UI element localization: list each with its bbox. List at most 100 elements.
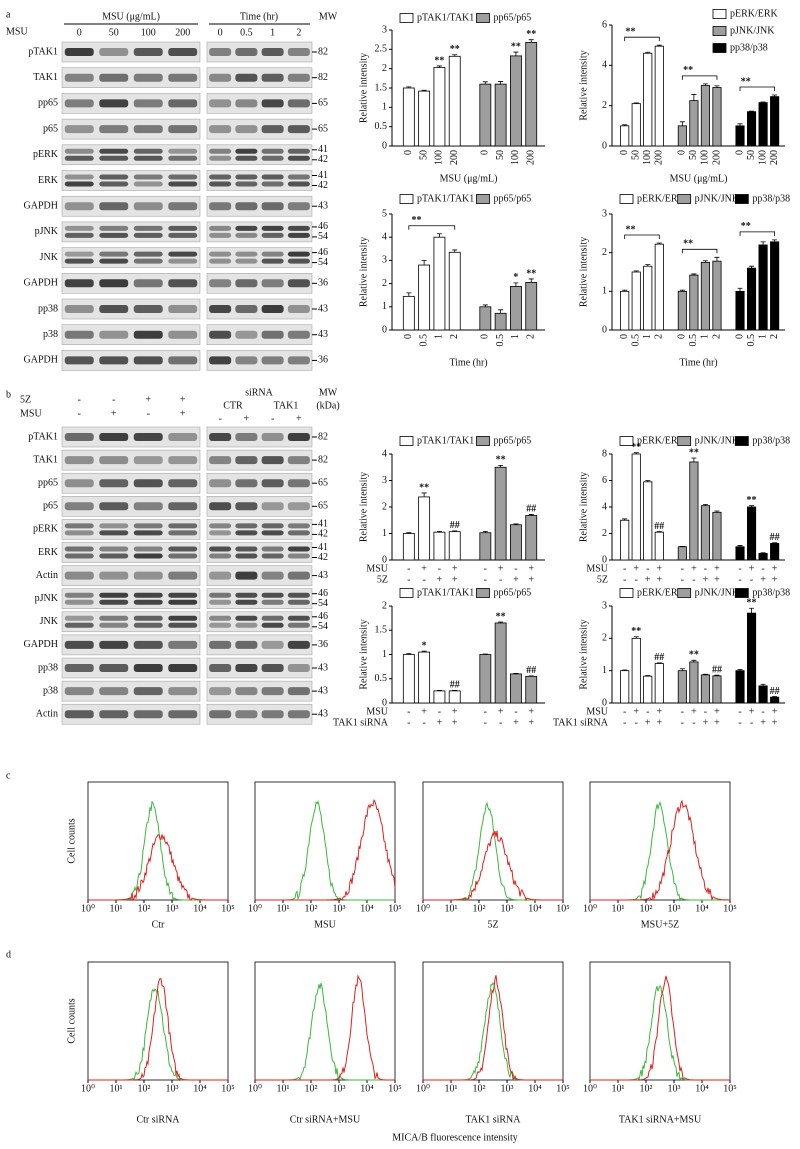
blot-row-label: GAPDH [24,639,58,650]
y-tick-label: 3 [382,475,387,486]
blot-band [209,553,232,559]
blot-band [168,433,198,441]
legend-label: pp65/p65 [494,587,532,598]
condition-sign: + [760,717,766,728]
mw-label: 41 [318,170,328,181]
condition-sign: - [704,563,707,574]
y-tick-label: 4 [382,448,387,459]
blot-band [261,687,284,696]
x-tick-label: 10¹ [612,903,625,914]
blot-band [64,502,94,511]
blot-band [235,155,258,161]
bar [433,236,446,331]
bar [677,670,687,704]
mw-label: 54 [318,231,328,242]
blot-strip [61,170,201,191]
blot-band [209,664,232,672]
mw-label: 43 [318,303,328,314]
blot-band [64,622,94,628]
x-tick-label: 2 [526,334,537,339]
error-bar [498,464,504,468]
mw-label: 36 [318,278,328,289]
blot-strip [61,93,201,114]
condition-sign: + [656,574,662,585]
blot-band [287,258,310,264]
blot-band [261,479,284,488]
blot-band [235,433,258,441]
blot-band [99,305,129,313]
blot-band [235,546,258,552]
blot-band [261,73,284,82]
mw-label: 41 [318,519,328,530]
condition-sign: - [514,563,517,574]
condition-sign: + [703,717,709,728]
blot-band [235,530,258,536]
error-bar [760,101,766,103]
bracket [739,86,776,91]
blot-band [168,664,198,672]
bar [479,306,492,331]
blot-band [168,456,198,465]
significance-label: * [513,272,518,283]
y-tick-label: 0 [382,697,387,708]
blot-band [64,258,94,264]
condition-sign: + [421,706,427,717]
bar [643,265,653,331]
condition-sign: - [738,706,741,717]
legend-label: pp65/p65 [494,193,532,204]
x-tick-label: 10¹ [445,903,458,914]
condition-sign: - [635,574,638,585]
bar [494,312,507,331]
blot-band [287,571,310,580]
bar [689,461,699,561]
bar [620,125,630,147]
y-tick-label: 8 [602,448,607,459]
condition-sign: - [623,574,626,585]
bar [494,83,507,147]
legend-label: pp38/p38 [752,435,790,446]
blot-band [209,232,232,238]
x-tick-label: 10⁰ [81,1083,95,1094]
blot-band [168,330,198,339]
blot-band [209,599,232,605]
error-bar [702,503,708,506]
mw-label: 41 [318,542,328,553]
condition-sign: + [145,394,151,405]
blot-row-label: p38 [43,685,58,696]
legend-label: pJNK/JNK [730,25,775,36]
lane-label: 200 [175,27,190,38]
bar [631,271,641,331]
blot-band [99,258,129,264]
bar [677,546,687,561]
bar [402,87,415,147]
condition-sign: - [623,563,626,574]
x-tick-label: 50 [746,150,757,160]
blot-band [64,73,94,82]
condition-sign: - [484,574,487,585]
bar [448,531,461,561]
condition-sign: + [772,574,778,585]
bracket [739,231,776,236]
blot-band [64,710,94,719]
bracket-label: ** [625,224,635,235]
x-tick-label: 0.5 [746,334,757,347]
mw-label: 43 [318,570,328,581]
blot-band [209,687,232,696]
blot-band [133,433,163,441]
error-bar [421,260,427,266]
blot-band [168,599,198,605]
bar [643,52,653,147]
blot-band [99,546,129,552]
condition-sign: - [438,706,441,717]
sample-label: MSU+5Z [641,919,679,930]
blot-band [235,599,258,605]
y-axis-label: Relative intensity [578,237,589,307]
error-bar [622,124,628,126]
blot-band [99,553,129,559]
blot-band [64,523,94,529]
blot-band [287,433,310,441]
blot-band [64,553,94,559]
blot-band [209,530,232,536]
y-axis-label: Relative intensity [578,619,589,689]
blot-strip [61,496,201,517]
